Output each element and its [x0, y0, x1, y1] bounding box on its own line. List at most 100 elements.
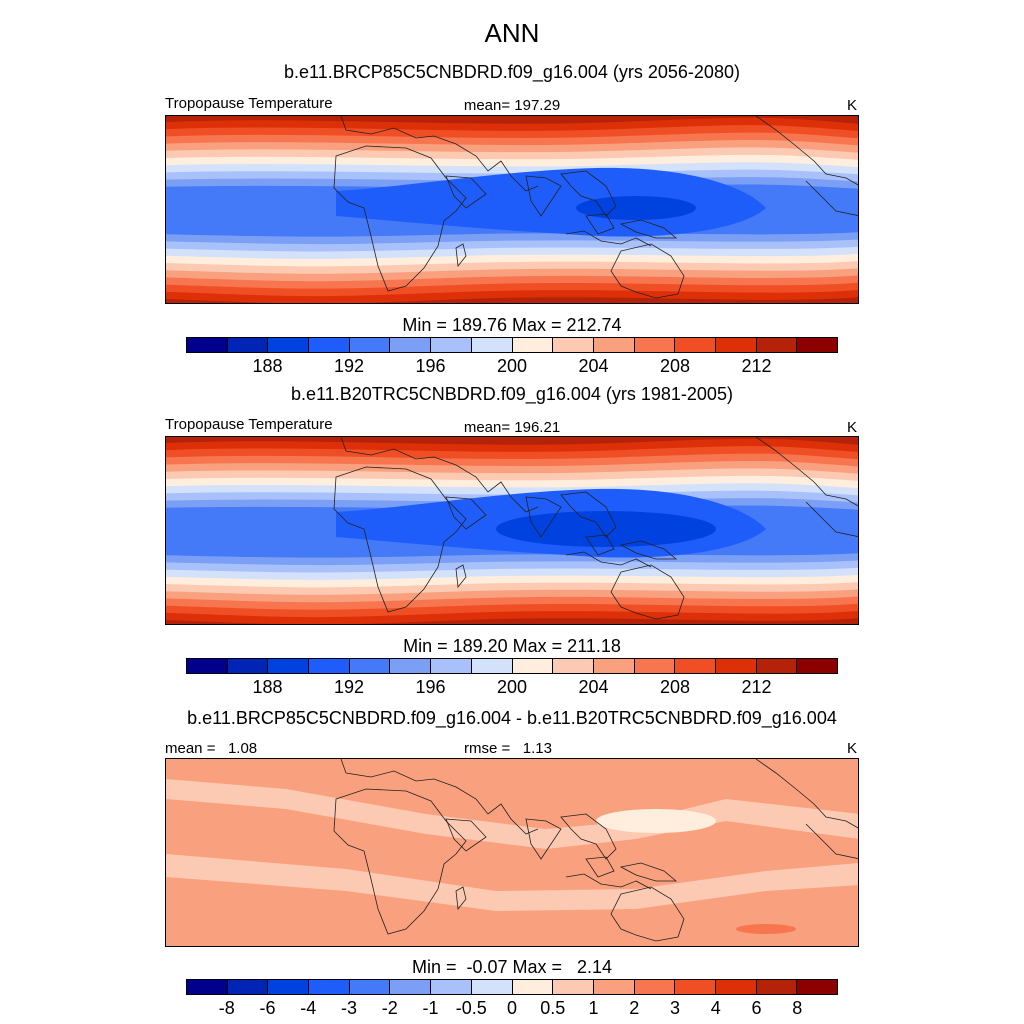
colorbar-swatch	[553, 980, 594, 994]
figure-title: ANN	[484, 18, 540, 48]
colorbar-swatch	[593, 980, 635, 994]
colorbar-tick-label: 8	[792, 998, 803, 1018]
coastline	[525, 175, 562, 217]
colorbar-tick-label: 196	[415, 677, 446, 697]
colorbar-tick-label: 212	[741, 677, 772, 697]
colorbar-tick-label: -6	[259, 998, 276, 1018]
colorbar-tick-label: -0.5	[455, 998, 487, 1018]
colorbar-swatch	[715, 659, 757, 673]
coastline	[755, 759, 858, 829]
coastline	[565, 230, 652, 247]
panel-2-map	[165, 436, 859, 625]
panel-1-colorbar	[186, 337, 838, 353]
coastline	[455, 243, 467, 268]
colorbar-swatch	[512, 659, 554, 673]
colorbar-tick-label: 2	[629, 998, 640, 1018]
colorbar-swatch	[431, 338, 472, 352]
colorbar-tick-label: 4	[710, 998, 721, 1018]
colorbar-tick-label: 192	[333, 356, 365, 376]
colorbar-swatch	[390, 659, 432, 673]
colorbar-swatch	[593, 338, 635, 352]
colorbar-tick-label: 188	[252, 356, 283, 376]
cold-core-inner	[496, 511, 716, 547]
panel-2-colorbar-title: Min = 189.20 Max = 211.18	[403, 636, 621, 656]
coastline	[340, 116, 539, 192]
coastline	[560, 813, 617, 860]
colorbar-swatch	[797, 338, 837, 352]
colorbar-tick-label: -3	[340, 998, 358, 1018]
colorbar-tick-label: 1	[588, 998, 599, 1018]
colorbar-swatch	[309, 659, 350, 673]
colorbar-swatch	[512, 338, 554, 352]
colorbar-tick-label: 200	[496, 677, 528, 697]
coastline	[525, 496, 562, 538]
panel-1-variable-label: Tropopause Temperature	[165, 95, 333, 112]
colorbar-swatch	[268, 338, 310, 352]
colorbar-swatch	[553, 338, 594, 352]
coastline	[445, 496, 487, 530]
colorbar-swatch	[471, 338, 513, 352]
coastline	[525, 818, 562, 860]
colorbar-swatch	[187, 980, 228, 994]
coastline	[755, 437, 858, 507]
coastline	[455, 886, 467, 911]
colorbar-swatch	[349, 338, 391, 352]
panel-1-title: b.e11.BRCP85C5CNBDRD.f09_g16.004 (yrs 20…	[284, 62, 740, 82]
coastline	[585, 856, 615, 878]
coastline	[585, 534, 615, 556]
panel-3-colorbar	[186, 979, 838, 995]
coastline	[619, 540, 678, 560]
colorbar-swatch	[268, 659, 310, 673]
panel-2-title: b.e11.B20TRC5CNBDRD.f09_g16.004 (yrs 198…	[291, 384, 733, 404]
colorbar-swatch	[553, 659, 594, 673]
colorbar-swatch	[390, 338, 432, 352]
coastline	[565, 551, 652, 568]
colorbar-swatch	[227, 338, 269, 352]
colorbar-swatch	[675, 338, 716, 352]
colorbar-swatch	[634, 338, 676, 352]
coastline	[585, 213, 615, 235]
colorbar-swatch	[756, 980, 798, 994]
coastline	[560, 170, 617, 217]
coastline	[610, 564, 685, 620]
colorbar-swatch	[431, 980, 472, 994]
colorbar-swatch	[187, 659, 228, 673]
panel-1-unit: K	[847, 97, 858, 114]
colorbar-swatch	[715, 338, 757, 352]
coastline	[333, 466, 467, 613]
colorbar-tick-label: -8	[218, 998, 235, 1018]
colorbar-swatch	[390, 980, 432, 994]
coastline	[619, 219, 678, 239]
coastline	[755, 116, 858, 186]
colorbar-swatch	[431, 659, 472, 673]
coastline	[333, 145, 467, 292]
colorbar-swatch	[309, 338, 350, 352]
colorbar-tick-label: 212	[741, 356, 772, 376]
colorbar-swatch	[268, 980, 310, 994]
colorbar-swatch	[309, 980, 350, 994]
cold-core-outer	[336, 167, 766, 237]
panel-3-mean-label: mean = 1.08	[165, 740, 258, 757]
colorbar-swatch	[756, 659, 798, 673]
field-background	[166, 759, 858, 946]
colorbar-tick-label: 208	[659, 356, 691, 376]
panel-3-colorbar-title: Min = -0.07 Max = 2.14	[411, 957, 613, 977]
colorbar-swatch	[349, 980, 391, 994]
coastline	[610, 243, 685, 299]
colorbar-swatch	[471, 659, 513, 673]
difference-band	[166, 779, 858, 849]
panel-1-map	[165, 115, 859, 304]
panel-3-title: b.e11.BRCP85C5CNBDRD.f09_g16.004 - b.e11…	[187, 708, 837, 728]
colorbar-swatch	[634, 659, 676, 673]
coastline	[455, 564, 467, 589]
colorbar-tick-label: 188	[252, 677, 283, 697]
colorbar-swatch	[512, 980, 554, 994]
panel-2-colorbar	[186, 658, 838, 674]
colorbar-tick-label: 196	[415, 356, 446, 376]
coastline	[565, 873, 652, 890]
panel-1-mean-label: mean= 197.29	[463, 97, 561, 114]
colorbar-tick-label: -2	[381, 998, 398, 1018]
colorbar-tick-label: -4	[300, 998, 317, 1018]
coastline	[805, 823, 858, 859]
coastline	[805, 501, 858, 537]
